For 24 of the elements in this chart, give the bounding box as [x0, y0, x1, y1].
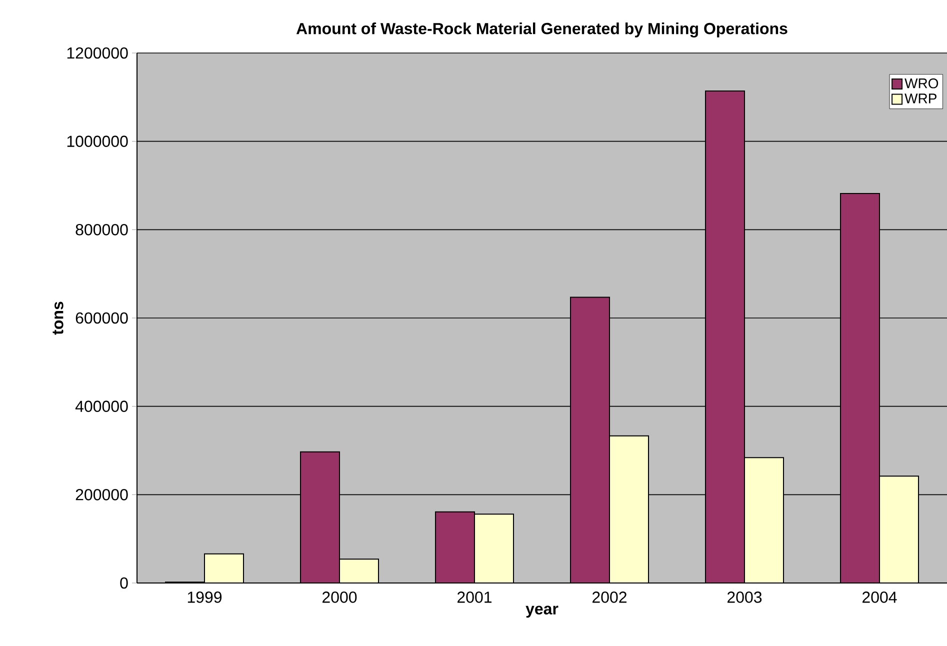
x-tick-label: 2004 [862, 592, 897, 603]
bar [744, 458, 784, 583]
x-tick-label: 2000 [322, 592, 357, 603]
x-tick-label: 1999 [188, 592, 222, 603]
chart-title: Amount of Waste-Rock Material Generated by Mining Operations [296, 22, 788, 38]
x-tick-label: 2001 [458, 592, 492, 603]
legend-label: WRP [904, 94, 936, 104]
y-tick-label: 1200000 [67, 47, 128, 59]
x-tick-label: 2002 [592, 592, 626, 603]
x-axis-title: year [526, 606, 558, 618]
legend-label: WRO [904, 78, 938, 88]
y-tick-label: 0 [120, 577, 128, 589]
bar [204, 554, 244, 583]
x-tick-label: 2003 [728, 592, 762, 603]
bar [340, 559, 378, 583]
y-tick-label: 1000000 [67, 136, 128, 147]
bar [474, 514, 514, 583]
y-axis-title: tons [52, 302, 64, 335]
y-tick-label: 800000 [76, 224, 128, 236]
y-tick-label: 200000 [76, 489, 128, 500]
bar [879, 476, 920, 583]
y-tick-label: 600000 [76, 312, 128, 324]
bar [610, 436, 649, 583]
y-tick-label: 400000 [75, 400, 128, 412]
